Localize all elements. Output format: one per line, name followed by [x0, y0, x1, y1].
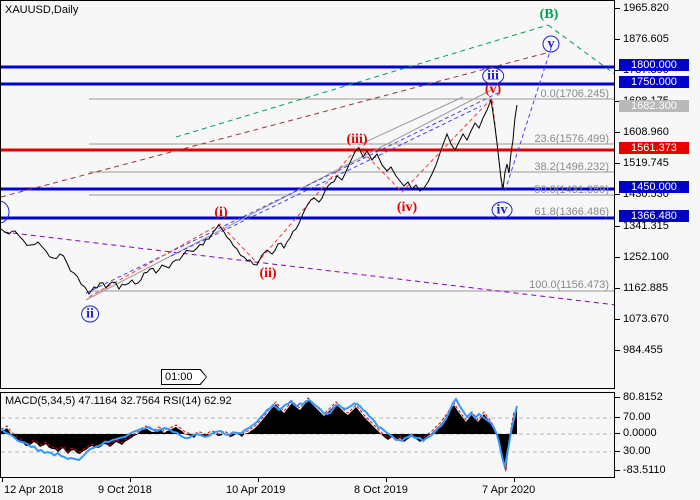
wave-label: ii: [81, 305, 99, 323]
indicator-axis-tick: [615, 470, 620, 471]
indicator-panel[interactable]: MACD(5,34,5) 47.1164 32.7564 RSI(14) 62.…: [0, 392, 615, 478]
trendline: [85, 92, 499, 294]
date-axis-tick: [514, 478, 515, 482]
price-axis-tick: [615, 39, 620, 40]
price-badge: 1800.000: [619, 59, 689, 71]
price-axis-tick: [615, 194, 620, 195]
date-axis-label: 10 Apr 2019: [226, 484, 286, 496]
fib-label: 50.0(1431.359): [534, 184, 609, 196]
price-axis-label: 1876.605: [623, 33, 669, 45]
price-axis-label: 1341.315: [623, 220, 669, 232]
trendline: [175, 24, 549, 138]
indicator-axis-tick: [615, 417, 620, 418]
price-badge: 1366.480: [619, 210, 689, 222]
indicator-canvas: [1, 397, 611, 472]
indicator-axis-label: 80.8152: [623, 391, 663, 403]
date-axis-tick: [258, 478, 259, 482]
price-axis-tick: [615, 70, 620, 71]
fib-label: 100.0(1156.473): [529, 279, 609, 291]
wave-label: (ii): [259, 266, 277, 281]
price-axis-label: 1608.960: [623, 126, 669, 138]
price-axis-tick: [615, 257, 620, 258]
wave-label: (iii): [346, 132, 368, 147]
date-axis-label: 8 Oct 2019: [354, 484, 408, 496]
trendline: [170, 105, 482, 257]
price-axis-tick: [615, 101, 620, 102]
wave-path-line: [88, 96, 503, 298]
date-axis-tick: [386, 478, 387, 482]
price-badge: 1450.000: [619, 181, 689, 193]
price-axis-tick: [615, 288, 620, 289]
trendline: [358, 96, 464, 146]
wave-label: v: [542, 35, 560, 53]
price-badge: 1561.373: [619, 142, 689, 154]
price-axis-tick: [615, 319, 620, 320]
date-axis-label: 12 Apr 2018: [4, 484, 64, 496]
period-separator-text: 01:00: [162, 370, 206, 384]
price-axis-label: 1519.745: [623, 157, 669, 169]
indicator-axis-label: -83.5110: [623, 464, 666, 476]
price-axis-label: 1252.100: [623, 251, 669, 263]
price-axis-tick: [615, 226, 620, 227]
trendline: [504, 44, 553, 192]
price-axis-label: 1162.885: [623, 282, 669, 294]
wave-label: iii: [482, 67, 504, 85]
rsi-line: [1, 397, 518, 470]
date-axis-tick: [2, 478, 3, 482]
trendline: [3, 231, 614, 306]
macd-area: [1, 400, 517, 472]
price-axis-tick: [615, 8, 620, 9]
price-badge: 1682.300: [619, 100, 689, 112]
trendline: [1, 52, 547, 198]
fib-label: 23.6(1576.499): [534, 133, 609, 145]
date-axis-label: 7 Apr 2020: [482, 484, 536, 496]
price-axis-tick: [615, 350, 620, 351]
price-axis-label: 1965.820: [623, 2, 669, 14]
symbol-timeframe-label: XAUUSD,Daily: [5, 4, 79, 16]
price-chart-canvas: [1, 24, 614, 306]
price-axis-label: 984.455: [623, 344, 663, 356]
indicator-axis-label: 70.00: [623, 411, 651, 423]
price-axis: 1965.8201876.6051787.3901698.1751608.960…: [615, 0, 700, 478]
indicator-axis-tick: [615, 433, 620, 434]
date-axis-tick: [130, 478, 131, 482]
cutoff-wave-circle: [1, 200, 10, 224]
price-line: [1, 98, 518, 295]
macd-signal-line: [1, 397, 518, 471]
price-chart-area[interactable]: XAUUSD,Daily 0.0(1706.245) 23.6(1576.499)…: [0, 0, 615, 389]
wave-label: (iv): [396, 200, 418, 215]
price-axis-tick: [615, 132, 620, 133]
indicator-axis-tick: [615, 397, 620, 398]
wave-label: (B): [539, 7, 559, 22]
price-badge: 1750.000: [619, 76, 689, 88]
wave-label: (i): [214, 205, 228, 220]
indicator-axis-label: 30.00: [623, 445, 651, 457]
date-axis-label: 9 Oct 2018: [98, 484, 152, 496]
fib-label: 61.8(1366.486): [534, 206, 609, 218]
indicator-axis-tick: [615, 451, 620, 452]
period-separator-tag[interactable]: 01:00: [161, 369, 207, 385]
indicator-label: MACD(5,34,5) 47.1164 32.7564 RSI(14) 62.…: [5, 395, 232, 407]
indicator-axis-label: 0.0000: [623, 427, 657, 439]
fib-label: 0.0(1706.245): [540, 88, 610, 100]
date-axis: 12 Apr 2018 9 Oct 2018 10 Apr 2019 8 Oct 20…: [0, 478, 700, 500]
fib-label: 38.2(1496.232): [534, 161, 609, 173]
wave-label: (v): [484, 82, 502, 97]
price-axis-label: 1073.670: [623, 313, 669, 325]
wave-label: iv: [491, 201, 513, 219]
price-axis-tick: [615, 163, 620, 164]
